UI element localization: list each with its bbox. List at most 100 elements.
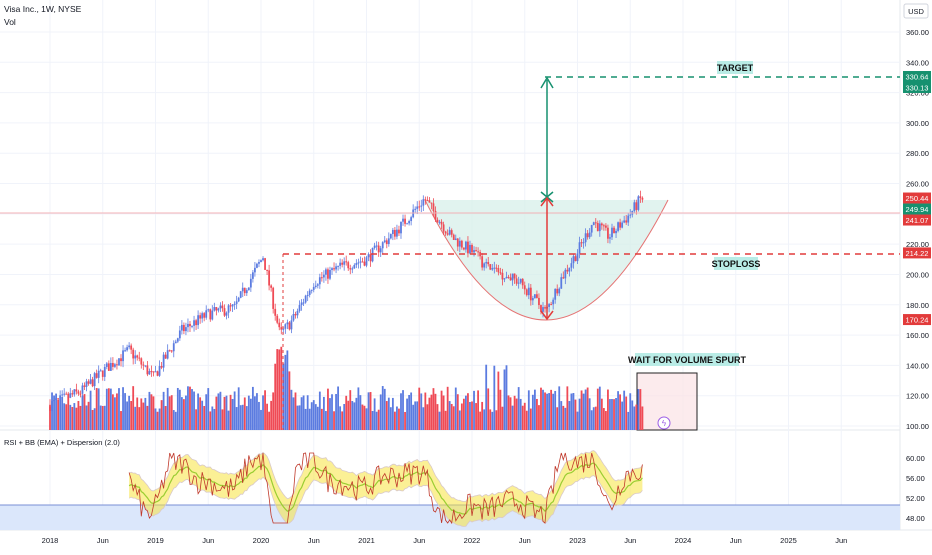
volume-bar — [304, 408, 307, 430]
volume-bar — [290, 389, 293, 430]
volume-bar — [351, 401, 354, 430]
candle-body — [533, 294, 536, 299]
candle-body — [174, 341, 177, 344]
volume-bar — [95, 388, 98, 430]
volume-bar — [489, 409, 492, 430]
candle-body — [394, 229, 396, 237]
volume-note-bg — [635, 353, 739, 366]
volume-bar — [247, 395, 250, 430]
candle-body — [302, 302, 305, 304]
volume-bar — [243, 397, 246, 430]
candle-body — [637, 196, 640, 210]
volume-bar — [641, 406, 644, 430]
candle-body — [491, 268, 494, 270]
candle-body — [109, 362, 112, 371]
candle-body — [213, 307, 216, 311]
volume-bar — [418, 387, 421, 430]
volume-bar — [85, 405, 88, 430]
currency-button[interactable] — [903, 3, 929, 19]
volume-bar — [254, 396, 256, 430]
volume-bar — [556, 407, 559, 430]
candle-body — [180, 324, 183, 331]
volume-bar — [213, 408, 216, 430]
candle-body — [586, 233, 589, 238]
candle-body — [438, 221, 441, 223]
candle-body — [473, 250, 475, 253]
volume-bar — [300, 397, 303, 430]
target-label-bg — [717, 61, 753, 74]
candle-body — [469, 244, 471, 254]
candle-body — [615, 230, 617, 234]
volume-bar — [109, 388, 112, 430]
volume-bar — [341, 411, 344, 430]
candle-body — [233, 303, 236, 305]
candle-body — [142, 364, 145, 366]
candle-body — [633, 202, 636, 211]
volume-bar — [180, 397, 183, 430]
time-tick-label: Jun — [835, 536, 847, 545]
time-axis[interactable]: 2018 Jun 2019 Jun 2020 Jun 2021 Jun 2022 Jun 2023 J… — [42, 536, 848, 545]
candle-body — [588, 232, 591, 238]
price-axis[interactable]: 360.00340.00320.00300.00280.00260.00240.… — [906, 28, 929, 431]
volume-bar — [477, 390, 479, 430]
candle-body — [164, 354, 167, 359]
candle-body — [310, 289, 313, 291]
volume-bar — [284, 354, 287, 430]
volume-bar — [308, 408, 311, 430]
volume-bar — [65, 404, 68, 430]
stoploss-label: STOPLOSS — [712, 259, 761, 269]
candle-body — [308, 290, 311, 295]
candle-body — [430, 202, 433, 204]
candle-body — [548, 304, 550, 307]
volume-bar — [422, 407, 425, 430]
candle-body — [527, 287, 530, 296]
candle-body — [140, 358, 143, 365]
candle-body — [503, 278, 506, 280]
volume-bar — [343, 403, 346, 430]
volume-bar — [197, 393, 200, 430]
candle-body — [592, 222, 595, 226]
candle-body — [231, 304, 234, 307]
candle-body — [193, 320, 195, 326]
candle-body — [75, 389, 78, 392]
volume-bar — [353, 402, 356, 430]
candle-body — [254, 267, 256, 273]
volume-bar — [381, 386, 384, 430]
candle-body — [418, 206, 421, 208]
candle-body — [373, 245, 376, 248]
volume-bar — [389, 407, 392, 430]
volume-bar — [450, 403, 453, 430]
candle-body — [178, 330, 181, 339]
volume-bar — [580, 390, 583, 430]
candle-body — [635, 202, 638, 210]
volume-bar — [375, 411, 378, 430]
volume-bar — [460, 403, 463, 430]
volume-bar — [544, 392, 546, 430]
lightning-badge[interactable] — [657, 416, 671, 430]
volume-bar — [193, 391, 195, 430]
candle-body — [59, 395, 62, 399]
candle-body — [613, 227, 615, 234]
candle-body — [276, 315, 279, 323]
candle-body — [542, 307, 544, 312]
volume-bar — [150, 394, 153, 430]
rsi-line — [128, 452, 643, 525]
volume-bar — [394, 411, 396, 430]
candle-body — [361, 261, 364, 263]
volume-indicator-label: Vol — [4, 17, 16, 27]
candle-body — [152, 371, 155, 373]
candle-body — [517, 282, 520, 284]
candle-body — [79, 393, 82, 395]
candle-body — [221, 305, 224, 309]
candle-body — [428, 200, 431, 203]
volume-bar — [183, 399, 185, 430]
volume-bar — [288, 371, 291, 430]
candle-body — [495, 267, 498, 269]
candle-body — [493, 267, 496, 269]
volume-bar — [542, 389, 544, 430]
volume-bar — [387, 397, 390, 430]
volume-bar — [262, 395, 264, 430]
volume-bar — [467, 393, 469, 430]
volume-bar — [507, 395, 510, 430]
